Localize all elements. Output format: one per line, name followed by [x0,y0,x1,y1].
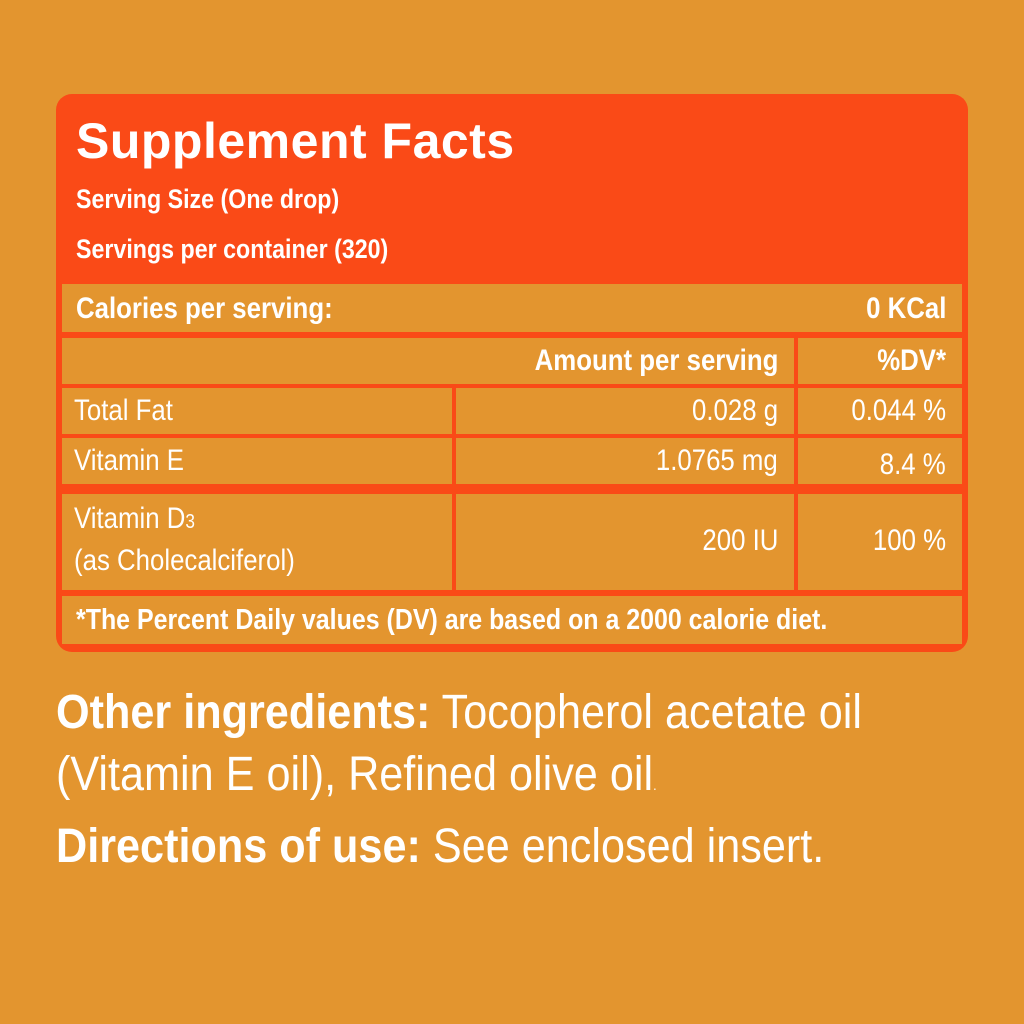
table-row: Total Fat 0.028 g 0.044 % [62,388,962,434]
header-dv: %DV* [877,344,946,377]
dv-footnote: *The Percent Daily values (DV) are based… [76,604,828,636]
servings-per-container: Servings per container (320) [76,234,389,264]
other-ingredients-text-2: (Vitamin E oil), Refined olive oil [56,748,654,801]
nutrient-name: Vitamin E [74,444,184,477]
nutrient-name-subscript: 3 [185,511,195,533]
table-row: Vitamin D3 (as Cholecalciferol) 200 IU 1… [62,494,962,590]
ingredients-text: Other ingredients: Tocopherol acetate oi… [56,682,862,878]
table-row: Vitamin E 1.0765 mg 8.4 % [62,438,962,484]
nutrient-dv: 8.4 % [880,448,946,481]
directions-text: See enclosed insert. [432,820,825,873]
directions-label: Directions of use: [56,820,421,873]
directions-line: Directions of use: See enclosed insert. [56,816,862,878]
facts-title: Supplement Facts [76,113,515,169]
footnote-row: *The Percent Daily values (DV) are based… [62,596,962,644]
supplement-facts-panel: Supplement Facts Serving Size (One drop)… [56,94,968,652]
calories-row: Calories per serving: 0 KCal [62,284,962,332]
nutrient-amount: 200 IU [701,524,778,557]
calories-value: 0 KCal [865,292,946,325]
nutrient-amount: 0.028 g [691,394,778,427]
other-ingredients-label: Other ingredients: [56,686,431,739]
header-amount: Amount per serving [534,344,778,377]
nutrient-dv: 0.044 % [851,394,946,427]
calories-label: Calories per serving: [76,292,333,325]
serving-size: Serving Size (One drop) [76,184,340,214]
nutrient-amount: 1.0765 mg [656,444,778,477]
other-ingredients-line-1: Other ingredients: Tocopherol acetate oi… [56,682,862,744]
nutrient-name-detail: (as Cholecalciferol) [74,544,295,577]
other-ingredients-period: . [653,777,657,793]
nutrient-dv: 100 % [872,524,946,557]
table-header-row: Amount per serving %DV* [62,338,962,384]
nutrient-name: Total Fat [74,394,173,427]
other-ingredients-text-1: Tocopherol acetate oil [441,686,862,739]
other-ingredients-line-2: (Vitamin E oil), Refined olive oil. [56,744,862,816]
nutrient-name: Vitamin D3 [74,502,195,535]
